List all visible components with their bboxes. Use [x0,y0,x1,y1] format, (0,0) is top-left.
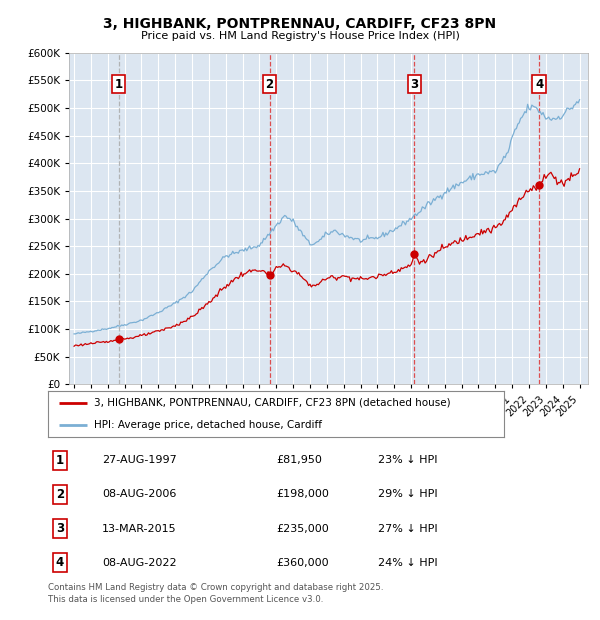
Text: 3, HIGHBANK, PONTPRENNAU, CARDIFF, CF23 8PN: 3, HIGHBANK, PONTPRENNAU, CARDIFF, CF23 … [103,17,497,32]
Text: £360,000: £360,000 [276,557,329,568]
Text: 24% ↓ HPI: 24% ↓ HPI [378,557,437,568]
Text: 08-AUG-2022: 08-AUG-2022 [102,557,176,568]
Text: 27-AUG-1997: 27-AUG-1997 [102,455,177,466]
Text: 3, HIGHBANK, PONTPRENNAU, CARDIFF, CF23 8PN (detached house): 3, HIGHBANK, PONTPRENNAU, CARDIFF, CF23 … [94,397,450,408]
Text: 1: 1 [56,454,64,467]
Text: 29% ↓ HPI: 29% ↓ HPI [378,489,437,500]
Text: 3: 3 [56,522,64,535]
Text: 4: 4 [535,78,543,91]
Text: 08-AUG-2006: 08-AUG-2006 [102,489,176,500]
Text: Price paid vs. HM Land Registry's House Price Index (HPI): Price paid vs. HM Land Registry's House … [140,31,460,41]
Text: HPI: Average price, detached house, Cardiff: HPI: Average price, detached house, Card… [94,420,322,430]
Text: £235,000: £235,000 [276,523,329,534]
Text: 1: 1 [115,78,123,91]
Text: 27% ↓ HPI: 27% ↓ HPI [378,523,437,534]
Text: Contains HM Land Registry data © Crown copyright and database right 2025.
This d: Contains HM Land Registry data © Crown c… [48,583,383,604]
Text: 3: 3 [410,78,418,91]
Text: £81,950: £81,950 [276,455,322,466]
Text: 4: 4 [56,556,64,569]
Text: 2: 2 [265,78,274,91]
Text: 23% ↓ HPI: 23% ↓ HPI [378,455,437,466]
Text: £198,000: £198,000 [276,489,329,500]
Text: 13-MAR-2015: 13-MAR-2015 [102,523,176,534]
Text: 2: 2 [56,488,64,501]
